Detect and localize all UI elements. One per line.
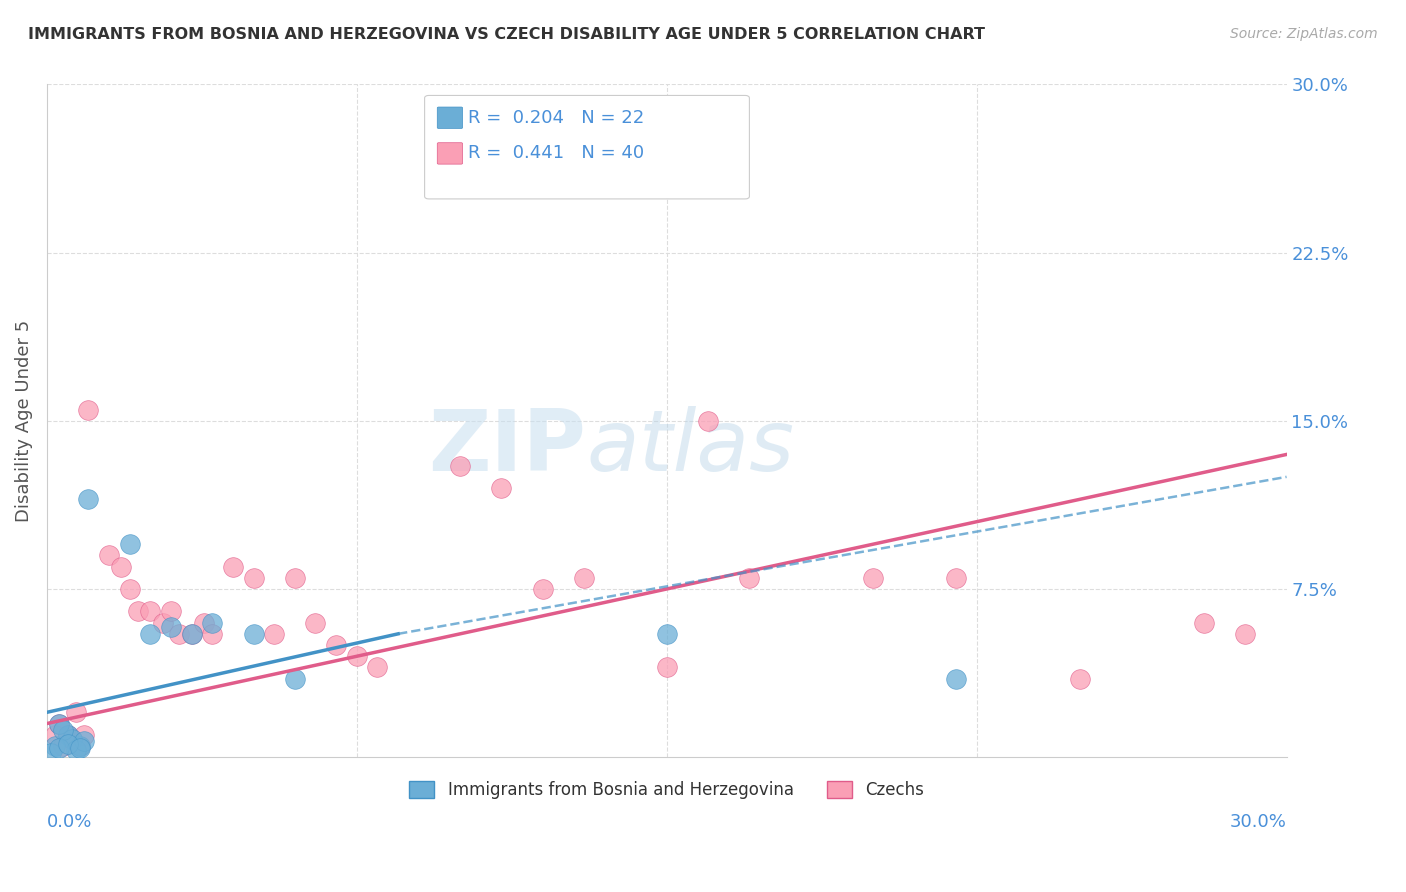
Point (242, 571, 264, 585)
Point (1234, 627, 1257, 641)
Text: R =  0.441   N = 40: R = 0.441 N = 40 (468, 145, 644, 162)
Point (284, 672, 307, 686)
Point (738, 571, 761, 585)
Point (56, 737, 79, 751)
Point (73, 728, 96, 742)
Point (201, 627, 224, 641)
Point (346, 649, 368, 664)
Point (1192, 615, 1215, 630)
Point (60, 732, 83, 747)
Legend: Immigrants from Bosnia and Herzegovina, Czechs: Immigrants from Bosnia and Herzegovina, … (402, 774, 931, 806)
Point (263, 627, 285, 641)
Point (655, 627, 678, 641)
Point (366, 660, 388, 674)
Point (48, 716, 70, 731)
Point (167, 627, 190, 641)
Point (139, 604, 162, 618)
Point (44, 728, 66, 742)
Point (152, 615, 174, 630)
Point (222, 559, 245, 574)
Point (160, 620, 183, 634)
Point (118, 582, 141, 596)
Text: ZIP: ZIP (429, 406, 586, 489)
Point (52, 739, 75, 753)
Point (139, 627, 162, 641)
Point (531, 582, 554, 596)
Point (56, 728, 79, 742)
Point (201, 615, 224, 630)
Point (945, 571, 967, 585)
Y-axis label: Disability Age Under 5: Disability Age Under 5 (15, 319, 32, 522)
Point (160, 604, 183, 618)
Point (69, 741, 91, 756)
Point (127, 604, 149, 618)
Point (48, 716, 70, 731)
Point (73, 734, 96, 748)
Point (77, 402, 100, 417)
Text: 0.0%: 0.0% (46, 814, 93, 831)
Point (304, 615, 326, 630)
Point (60, 732, 83, 747)
Point (110, 559, 132, 574)
Point (325, 638, 347, 652)
Point (697, 414, 720, 428)
Point (77, 492, 100, 507)
Point (52, 723, 75, 738)
Point (945, 672, 967, 686)
Text: atlas: atlas (586, 406, 794, 489)
Point (180, 627, 202, 641)
Point (180, 627, 202, 641)
Text: 30.0%: 30.0% (1230, 814, 1286, 831)
Text: IMMIGRANTS FROM BOSNIA AND HERZEGOVINA VS CZECH DISABILITY AGE UNDER 5 CORRELATI: IMMIGRANTS FROM BOSNIA AND HERZEGOVINA V… (28, 27, 986, 42)
Point (655, 660, 678, 674)
Point (39, 746, 62, 760)
Point (97, 549, 120, 563)
Point (69, 739, 91, 753)
Point (284, 571, 307, 585)
Point (1069, 672, 1091, 686)
Point (242, 627, 264, 641)
Point (48, 741, 70, 756)
Point (572, 571, 595, 585)
Text: Source: ZipAtlas.com: Source: ZipAtlas.com (1230, 27, 1378, 41)
Point (449, 458, 471, 473)
Point (69, 739, 91, 753)
Point (65, 743, 87, 757)
Point (193, 615, 215, 630)
Point (862, 571, 884, 585)
Point (44, 739, 66, 753)
Text: R =  0.204   N = 22: R = 0.204 N = 22 (468, 109, 644, 127)
Point (118, 537, 141, 551)
Point (65, 706, 87, 720)
Point (56, 728, 79, 742)
Point (491, 481, 513, 495)
